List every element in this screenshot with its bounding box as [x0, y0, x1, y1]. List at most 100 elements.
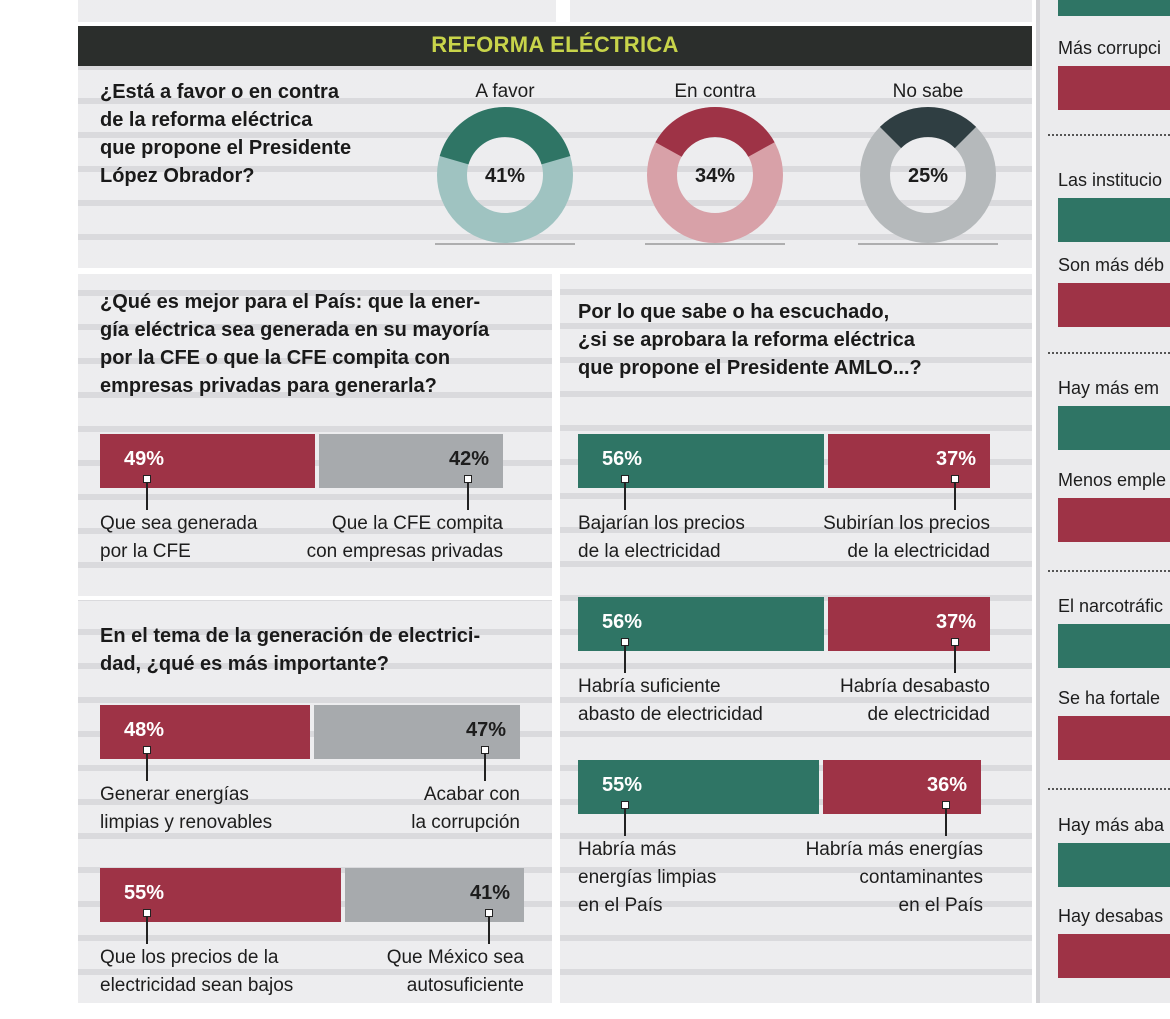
text-line: con empresas privadas — [306, 541, 503, 562]
bar-value-label: 47% — [465, 719, 506, 741]
bar-value-label: 55% — [124, 882, 165, 904]
bar-left: 55% — [578, 760, 819, 814]
donut-category-label: En contra — [674, 81, 756, 102]
text-line: ¿si se aprobara la reforma eléctrica — [578, 329, 915, 351]
bar-left: 55% — [100, 868, 341, 922]
text-line: Habría desabasto — [840, 676, 990, 697]
donut-value-label: 25% — [908, 165, 948, 187]
text-line: abasto de electricidad — [578, 704, 763, 725]
bar-value-label: 55% — [602, 774, 643, 796]
text-line: Subirían los precios — [823, 513, 990, 534]
side-bar — [1058, 406, 1170, 450]
bar-right-label: Que México sea autosuficiente — [387, 944, 524, 1000]
side-divider — [1048, 570, 1170, 572]
donut-1: En contra 34% — [645, 81, 785, 245]
q1-question: ¿Está a favor o en contra de la reforma e… — [100, 78, 351, 190]
text-line: de la electricidad — [578, 541, 721, 562]
text-line: limpias y renovables — [100, 812, 273, 833]
bar-left-label: Que los precios de la electricidad sean b… — [100, 944, 293, 1000]
donut-2: No sabe 25% — [858, 81, 998, 245]
side-label: Hay más em — [1058, 378, 1160, 398]
bar-value-label: 41% — [469, 882, 510, 904]
side-label: Las institucio — [1058, 170, 1163, 190]
bar-right-label: Habría más energías contaminantes en el Pa… — [806, 836, 983, 920]
text-line: dad, ¿qué es más importante? — [100, 653, 389, 675]
text-line: Habría más energías — [805, 839, 983, 860]
bar-right: 47% — [314, 705, 520, 759]
text-line: electricidad sean bajos — [100, 975, 294, 996]
bar-right-label: Subirían los precios de la electricidad — [823, 510, 990, 566]
bar-tick — [951, 638, 959, 673]
bar-right-label: Que la CFE compita con empresas privadas — [307, 510, 503, 566]
bar-right-label: Habría desabasto de electricidad — [840, 673, 990, 729]
section-header: REFORMA ELÉCTRICA — [78, 26, 1032, 66]
donut-category-label: A favor — [475, 81, 535, 102]
bar-tick — [621, 638, 629, 673]
side-bar — [1058, 198, 1170, 242]
text-line: de la electricidad — [847, 541, 990, 562]
donut-0: A favor 41% — [435, 81, 575, 245]
text-line: Habría suficiente — [578, 676, 721, 697]
side-label: Hay desabas — [1058, 906, 1164, 926]
bar-left: 56% — [578, 434, 824, 488]
side-bar — [1058, 624, 1170, 668]
donut-category-label: No sabe — [893, 81, 964, 102]
bar-value-label: 37% — [935, 611, 976, 633]
text-line: gía eléctrica sea generada en su mayoría — [100, 319, 490, 341]
text-line: Acabar con — [423, 784, 520, 805]
q3-question: En el tema de la generación de electrici… — [100, 622, 480, 678]
text-line: que propone el Presidente — [100, 137, 352, 159]
side-label: Se ha fortale — [1058, 688, 1161, 708]
bar-tick — [621, 475, 629, 510]
bar-left-label: Generar energías limpias y renovables — [100, 781, 272, 837]
bar-right-label: Acabar con la corrupción — [411, 781, 520, 837]
text-line: energías limpias — [578, 867, 717, 888]
text-line: Que los precios de la — [100, 947, 279, 968]
bar-right: 41% — [345, 868, 524, 922]
bar-tick — [143, 746, 151, 781]
bar-tick — [951, 475, 959, 510]
top-strip-panel — [78, 0, 1032, 22]
bar-value-label: 36% — [926, 774, 967, 796]
bar-value-label: 56% — [602, 611, 643, 633]
bar-right: 42% — [319, 434, 503, 488]
bar-tick — [464, 475, 472, 510]
top-strip-divider — [556, 0, 570, 22]
side-label: Son más déb — [1058, 255, 1165, 275]
donut-slice — [439, 107, 571, 166]
text-line: por la CFE o que la CFE compita con — [100, 347, 451, 369]
donut-charts: A favor 41% En contra 34% No sabe 25% — [435, 81, 998, 245]
text-line: en el País — [578, 895, 663, 916]
bar-left-label: Habría suficiente abasto de electricidad — [578, 673, 763, 729]
bar-value-label: 48% — [124, 719, 165, 741]
bar-value-label: 56% — [602, 448, 643, 470]
side-divider — [1048, 352, 1170, 354]
donut-slice — [879, 107, 977, 149]
section-title: REFORMA ELÉCTRICA — [431, 32, 679, 57]
bar-left: 56% — [578, 597, 824, 651]
text-line: Bajarían los precios — [578, 513, 745, 534]
bar-tick — [143, 909, 151, 944]
text-line: de la reforma eléctrica — [100, 109, 313, 131]
side-bar — [1058, 283, 1170, 327]
bar-value-label: 37% — [935, 448, 976, 470]
text-line: Que la CFE compita — [331, 513, 503, 534]
text-line: por la CFE — [100, 541, 191, 562]
text-line: la corrupción — [411, 812, 520, 833]
text-line: empresas privadas para generarla? — [100, 375, 437, 397]
panel-q3 — [78, 600, 552, 1003]
bar-left-label: Habría más energías limpias en el País — [578, 836, 716, 920]
donut-value-label: 34% — [695, 165, 735, 187]
bar-tick — [481, 746, 489, 781]
side-bar — [1058, 843, 1170, 887]
text-line: en el País — [898, 895, 984, 916]
bar-right: 36% — [823, 760, 981, 814]
bar-tick — [143, 475, 151, 510]
text-line: que propone el Presidente AMLO...? — [578, 357, 922, 379]
side-bar — [1058, 66, 1170, 110]
text-line: Habría más — [578, 839, 677, 860]
bar-tick — [942, 801, 950, 836]
side-divider — [1048, 788, 1170, 790]
side-bar — [1058, 934, 1170, 978]
bar-left-label: Bajarían los precios de la electricidad — [578, 510, 745, 566]
